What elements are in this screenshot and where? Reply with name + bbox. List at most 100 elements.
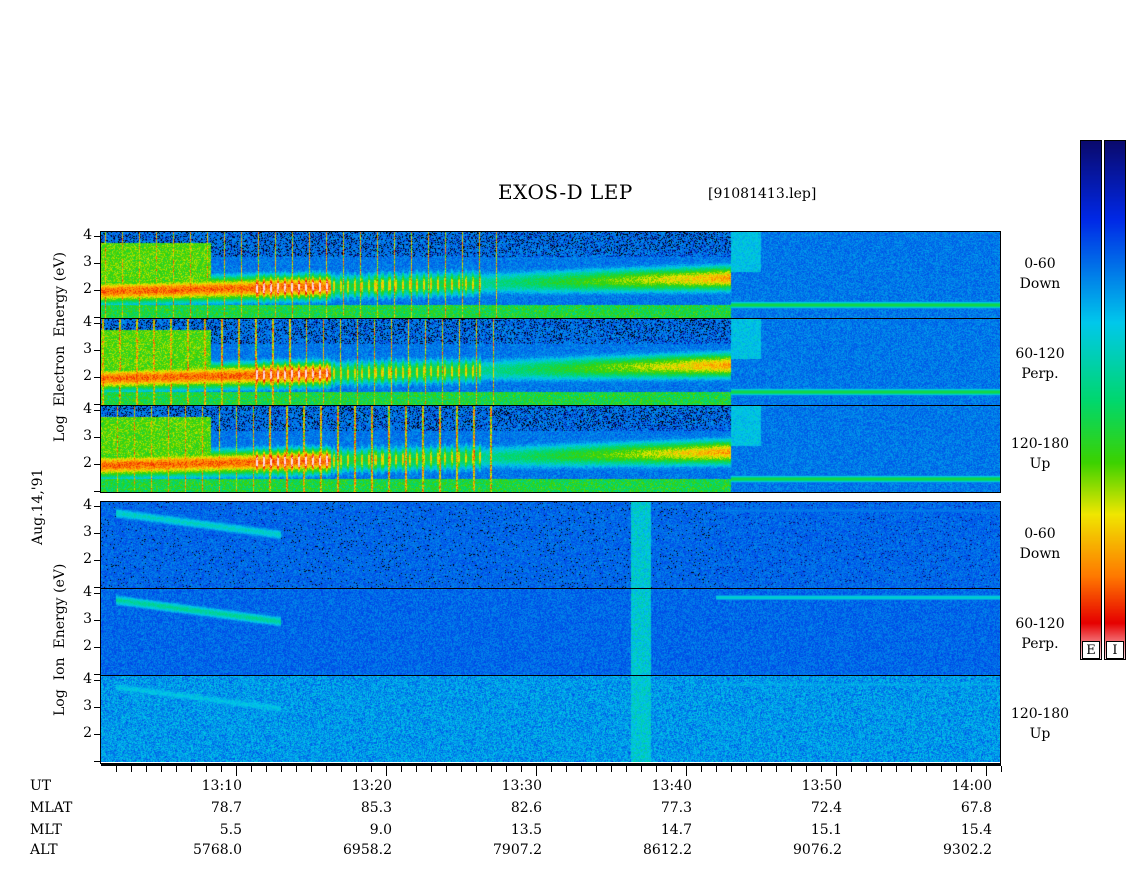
x-major-tick (386, 766, 387, 776)
panel-angle-label: 60-120 Perp. (1005, 614, 1075, 654)
colorbar-label-i: I (1106, 641, 1124, 659)
spectrogram-panel-3 (100, 405, 1001, 493)
time-axis (101, 764, 1001, 766)
spectrogram-image (101, 676, 1000, 762)
spectrogram-image (101, 502, 1000, 588)
y-tick-mark (94, 587, 100, 588)
x-minor-tick (911, 766, 912, 772)
x-minor-tick (941, 766, 942, 772)
table-cell: 9.0 (369, 822, 392, 838)
x-major-tick (686, 766, 687, 776)
table-cell: 5.5 (219, 822, 242, 838)
x-minor-tick (926, 766, 927, 772)
x-minor-tick (626, 766, 627, 772)
x-minor-tick (311, 766, 312, 772)
x-major-tick (986, 766, 987, 776)
x-minor-tick (281, 766, 282, 772)
x-minor-tick (446, 766, 447, 772)
table-cell: 5768.0 (193, 842, 242, 858)
panel-angle-label: 0-60 Down (1005, 254, 1075, 294)
x-minor-tick (206, 766, 207, 772)
panel-angle-label: 0-60 Down (1005, 524, 1075, 564)
x-minor-tick (221, 766, 222, 772)
table-row-label: MLT (30, 822, 62, 838)
spectrogram-image (101, 406, 1000, 492)
x-minor-tick (596, 766, 597, 772)
pitch-angle-range: 0-60 (1024, 256, 1056, 272)
pitch-angle-direction: Perp. (1021, 366, 1059, 382)
x-minor-tick (506, 766, 507, 772)
pitch-angle-range: 120-180 (1010, 706, 1070, 722)
y-tick-mark (94, 263, 100, 265)
y-tick-label: 3 (83, 611, 92, 628)
y-tick-label: 4 (83, 314, 92, 331)
x-minor-tick (761, 766, 762, 772)
x-minor-tick (896, 766, 897, 772)
spectrogram-image (101, 589, 1000, 675)
x-minor-tick (476, 766, 477, 772)
pitch-angle-direction: Down (1019, 276, 1061, 292)
colorbar-gradient (1105, 141, 1125, 659)
x-major-tick (536, 766, 537, 776)
pitch-angle-range: 60-120 (1015, 346, 1065, 362)
x-minor-tick (701, 766, 702, 772)
table-cell: 77.3 (660, 800, 692, 816)
table-cell: 13:10 (201, 778, 242, 794)
table-cell: 13:40 (651, 778, 692, 794)
y-tick-mark (94, 377, 100, 379)
y-tick-mark (94, 707, 100, 709)
panel-angle-label: 120-180 Up (1005, 704, 1075, 744)
y-tick-label: 4 (83, 671, 92, 688)
y-tick-label: 2 (83, 638, 92, 655)
pitch-angle-direction: Up (1029, 456, 1051, 472)
table-cell: 6958.2 (343, 842, 392, 858)
x-minor-tick (881, 766, 882, 772)
y-tick-label: 4 (83, 227, 92, 244)
x-minor-tick (641, 766, 642, 772)
x-minor-tick (791, 766, 792, 772)
y-tick-mark (94, 680, 100, 682)
colorbar-label-e: E (1082, 641, 1100, 659)
y-tick-mark (94, 236, 100, 238)
pitch-angle-range: 0-60 (1024, 526, 1056, 542)
y-tick-label: 3 (83, 698, 92, 715)
y-tick-label: 3 (83, 254, 92, 271)
x-minor-tick (191, 766, 192, 772)
x-minor-tick (401, 766, 402, 772)
x-minor-tick (716, 766, 717, 772)
x-minor-tick (971, 766, 972, 772)
table-cell: 13:30 (501, 778, 542, 794)
table-row-label: UT (30, 778, 52, 794)
y-tick-mark (94, 674, 100, 675)
x-minor-tick (431, 766, 432, 772)
y-tick-mark (94, 317, 100, 318)
panel-angle-label: 120-180 Up (1005, 434, 1075, 474)
y-tick-mark (94, 647, 100, 649)
pitch-angle-direction: Perp. (1021, 636, 1059, 652)
y-tick-mark (94, 350, 100, 352)
table-cell: 82.6 (510, 800, 542, 816)
spectrogram-panel-5 (100, 588, 1001, 676)
x-minor-tick (266, 766, 267, 772)
table-cell: 85.3 (360, 800, 392, 816)
y-tick-mark (94, 761, 100, 762)
y-tick-mark (94, 404, 100, 405)
table-cell: 14:00 (951, 778, 992, 794)
table-cell: 15.1 (810, 822, 842, 838)
pitch-angle-range: 60-120 (1015, 616, 1065, 632)
x-minor-tick (851, 766, 852, 772)
x-minor-tick (416, 766, 417, 772)
y-tick-mark (94, 620, 100, 622)
x-minor-tick (326, 766, 327, 772)
table-cell: 72.4 (810, 800, 842, 816)
y-tick-mark (94, 734, 100, 736)
table-cell: 78.7 (210, 800, 242, 816)
y-tick-label: 2 (83, 725, 92, 742)
x-minor-tick (956, 766, 957, 772)
y-tick-mark (94, 464, 100, 466)
table-cell: 13:50 (801, 778, 842, 794)
x-minor-tick (656, 766, 657, 772)
y-tick-label: 2 (83, 551, 92, 568)
x-minor-tick (491, 766, 492, 772)
y-tick-mark (94, 593, 100, 595)
